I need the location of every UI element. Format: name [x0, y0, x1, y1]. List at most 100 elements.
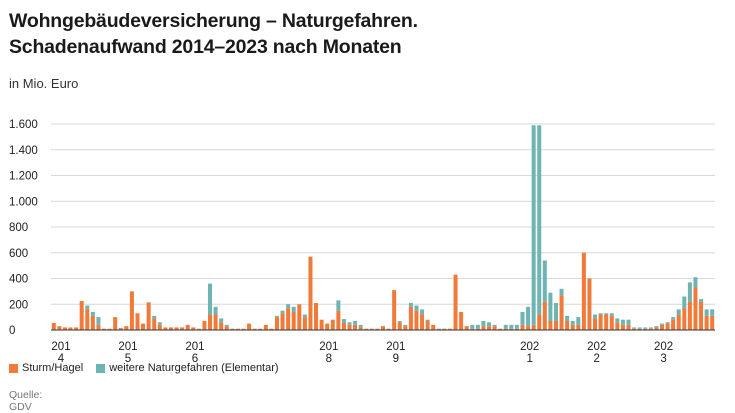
bar-sturm-hagel — [481, 326, 486, 330]
bar-sturm-hagel — [380, 326, 386, 330]
bar-sturm-hagel — [241, 328, 246, 330]
bar-sturm-hagel — [208, 314, 213, 330]
bar-elementar — [704, 309, 709, 316]
bar-elementar — [509, 324, 514, 329]
bar-elementar — [425, 319, 430, 321]
bar-sturm-hagel — [431, 324, 436, 330]
legend-swatch-sturm — [9, 363, 18, 373]
bar-sturm-hagel — [79, 301, 84, 330]
source-note: Quelle: GDV — [9, 389, 42, 413]
bar-sturm-hagel — [425, 320, 430, 330]
bar-sturm-hagel — [330, 319, 335, 330]
bar-elementar — [403, 324, 408, 327]
bar-elementar — [286, 304, 291, 309]
bar-elementar — [676, 309, 681, 315]
x-tick-label-top: 201 — [185, 341, 204, 353]
y-tick-label: 600 — [9, 248, 28, 260]
bar-sturm-hagel — [219, 322, 224, 330]
bar-sturm-hagel — [358, 327, 363, 330]
bar-elementar — [615, 318, 620, 323]
legend-item-elementar: weitere Naturgefahren (Elementar) — [96, 362, 279, 374]
bar-sturm-hagel — [587, 278, 592, 330]
bar-sturm-hagel — [420, 314, 425, 330]
bar-sturm-hagel — [319, 319, 324, 330]
bar-sturm-hagel — [274, 317, 279, 330]
bar-elementar — [542, 260, 547, 302]
bar-sturm-hagel — [687, 301, 692, 330]
bar-elementar — [157, 322, 162, 325]
bar-elementar — [280, 310, 285, 314]
x-tick-label-top: 202 — [520, 341, 539, 353]
x-tick-label-top: 201 — [51, 341, 70, 353]
bar-sturm-hagel — [442, 328, 447, 330]
x-tick-label-bottom: 5 — [125, 353, 131, 362]
bar-sturm-hagel — [632, 328, 637, 330]
bar-sturm-hagel — [57, 326, 62, 330]
chart-title-line-1: Wohngebäudeversicherung – Naturgefahren. — [9, 10, 418, 32]
bar-sturm-hagel — [325, 323, 330, 330]
bar-elementar — [537, 125, 542, 315]
bar-sturm-hagel — [118, 328, 123, 330]
bar-elementar — [559, 288, 564, 296]
bar-sturm-hagel — [163, 327, 168, 330]
bar-sturm-hagel — [403, 326, 408, 330]
bar-elementar — [487, 322, 492, 327]
bar-sturm-hagel — [297, 304, 302, 330]
bar-sturm-hagel — [124, 326, 129, 330]
bar-sturm-hagel — [191, 327, 196, 330]
bar-sturm-hagel — [180, 327, 185, 330]
bar-elementar — [397, 320, 402, 323]
bar-sturm-hagel — [224, 326, 229, 330]
bar-sturm-hagel — [397, 322, 402, 330]
bar-sturm-hagel — [553, 320, 558, 330]
x-tick-label-bottom: 4 — [58, 353, 65, 362]
bar-sturm-hagel — [314, 302, 319, 330]
bar-sturm-hagel — [498, 328, 503, 330]
bar-elementar — [414, 305, 419, 311]
bar-elementar — [576, 317, 581, 325]
bar-elementar — [503, 324, 508, 329]
bar-sturm-hagel — [168, 327, 173, 330]
bar-elementar — [475, 324, 480, 329]
bar-sturm-hagel — [280, 313, 285, 330]
bar-elementar — [347, 322, 352, 325]
x-tick-label-bottom: 1 — [527, 353, 533, 362]
bar-sturm-hagel — [141, 323, 146, 330]
bar-sturm-hagel — [146, 302, 151, 330]
x-tick-label-top: 201 — [118, 341, 137, 353]
legend: Sturm/Hagel weitere Naturgefahren (Eleme… — [9, 362, 289, 376]
bar-sturm-hagel — [665, 323, 670, 330]
x-tick-label-top: 201 — [386, 341, 405, 353]
bar-sturm-hagel — [62, 327, 67, 330]
bar-sturm-hagel — [581, 252, 586, 330]
bar-elementar — [492, 324, 497, 327]
bar-sturm-hagel — [593, 318, 598, 330]
bar-sturm-hagel — [269, 328, 274, 330]
bar-sturm-hagel — [436, 328, 441, 330]
bar-sturm-hagel — [258, 328, 263, 330]
bar-sturm-hagel — [503, 328, 508, 330]
bar-sturm-hagel — [531, 324, 536, 330]
bar-sturm-hagel — [235, 328, 240, 330]
bar-sturm-hagel — [341, 322, 346, 330]
bar-elementar — [570, 320, 575, 325]
bar-sturm-hagel — [263, 324, 268, 330]
bar-sturm-hagel — [202, 320, 207, 330]
bar-sturm-hagel — [620, 324, 625, 330]
bar-sturm-hagel — [475, 328, 480, 330]
bar-sturm-hagel — [682, 308, 687, 330]
bar-sturm-hagel — [414, 310, 419, 330]
y-tick-label: 1.000 — [9, 196, 38, 208]
bar-elementar — [526, 306, 531, 327]
bar-elementar — [637, 327, 642, 329]
bar-sturm-hagel — [470, 328, 475, 330]
bar-elementar — [514, 324, 519, 329]
x-tick-label-bottom: 6 — [192, 353, 198, 362]
bar-sturm-hagel — [364, 328, 369, 330]
bar-sturm-hagel — [542, 301, 547, 330]
bar-sturm-hagel — [101, 328, 107, 330]
bar-elementar — [643, 327, 648, 329]
bar-sturm-hagel — [252, 328, 257, 330]
bar-elementar — [353, 320, 358, 325]
chart-title: Wohngebäudeversicherung – Naturgefahren.… — [9, 8, 724, 60]
